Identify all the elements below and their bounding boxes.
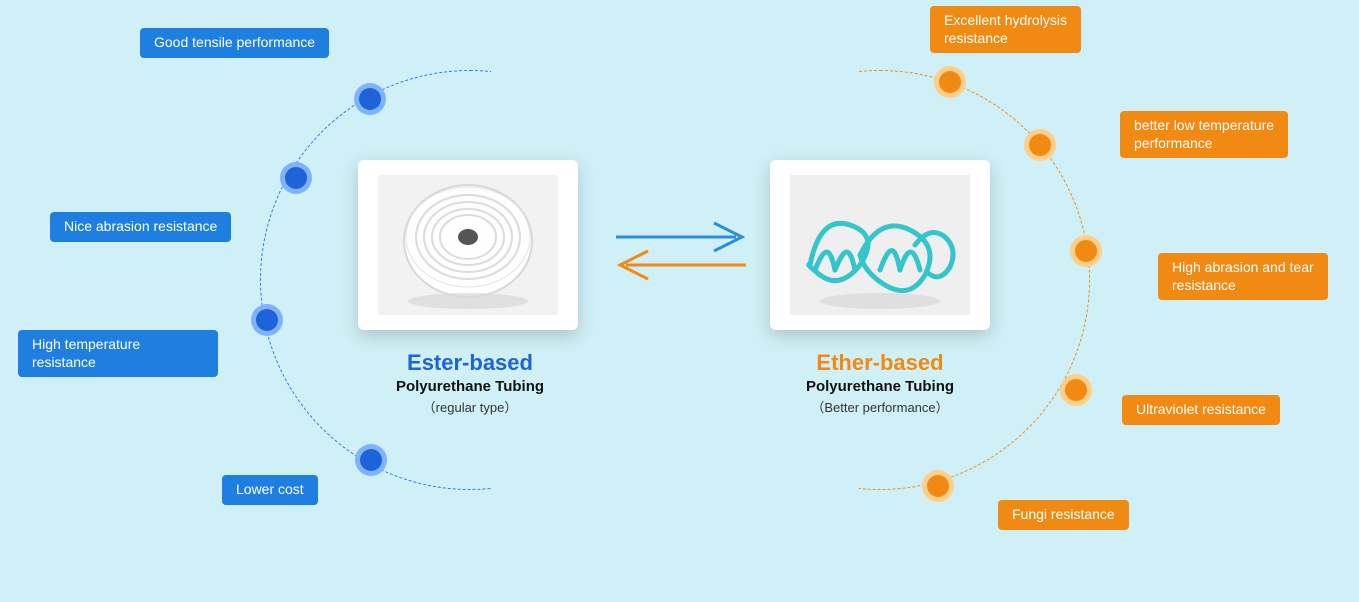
comparison-arrows-icon	[606, 215, 766, 285]
ether-tubing-icon	[790, 175, 970, 315]
ester-tubing-icon	[378, 175, 558, 315]
right-feature-pill: Excellent hydrolysis resistance	[930, 6, 1081, 53]
right-node	[927, 475, 949, 497]
left-feature-pill: High temperature resistance	[18, 330, 218, 377]
ether-subtitle: Polyurethane Tubing	[750, 378, 1010, 395]
right-feature-pill: better low temperature performance	[1120, 111, 1288, 158]
left-feature-pill: Good tensile performance	[140, 28, 329, 58]
diagram-stage: Ester-based Polyurethane Tubing （regular…	[0, 0, 1359, 602]
left-feature-pill: Nice abrasion resistance	[50, 212, 231, 242]
left-node	[360, 449, 382, 471]
ester-product-card	[358, 160, 578, 330]
right-feature-pill: High abrasion and tear resistance	[1158, 253, 1328, 300]
ester-caption: Ester-based Polyurethane Tubing （regular…	[340, 350, 600, 416]
ester-subtitle: Polyurethane Tubing	[340, 378, 600, 395]
ether-title: Ether-based	[750, 350, 1010, 376]
ether-note: （Better performance）	[750, 397, 1010, 416]
ether-product-card	[770, 160, 990, 330]
right-node	[1065, 379, 1087, 401]
left-node	[285, 167, 307, 189]
ester-note: （regular type）	[340, 397, 600, 416]
right-node	[1075, 240, 1097, 262]
ether-caption: Ether-based Polyurethane Tubing （Better …	[750, 350, 1010, 416]
ester-title: Ester-based	[340, 350, 600, 376]
left-node	[256, 309, 278, 331]
right-feature-pill: Fungi resistance	[998, 500, 1129, 530]
left-node	[359, 88, 381, 110]
left-feature-pill: Lower cost	[222, 475, 318, 505]
right-node	[939, 71, 961, 93]
right-feature-pill: Ultraviolet resistance	[1122, 395, 1280, 425]
right-node	[1029, 134, 1051, 156]
